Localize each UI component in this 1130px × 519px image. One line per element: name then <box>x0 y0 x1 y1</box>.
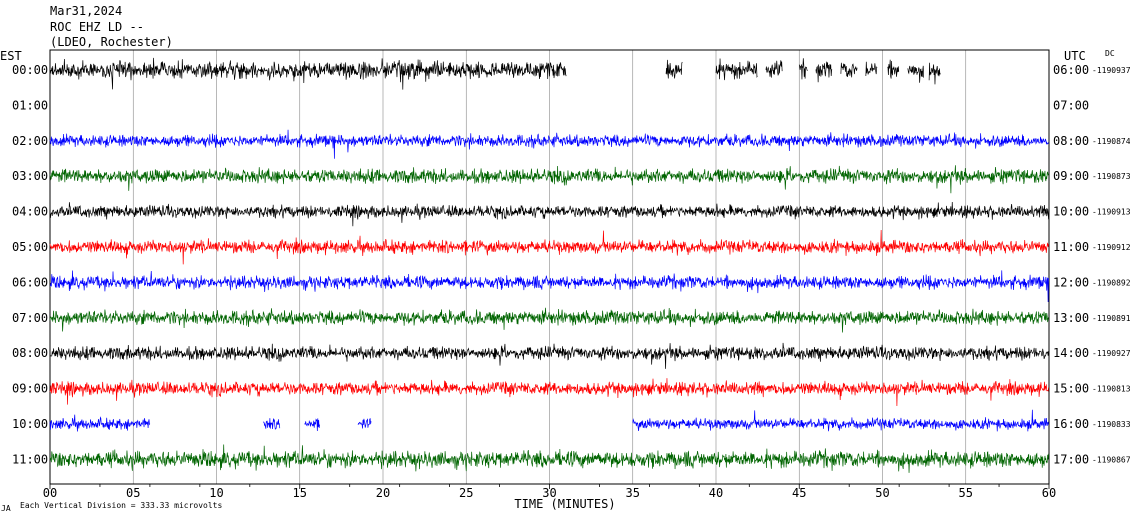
est-label: 10:00 <box>12 417 48 431</box>
utc-label: 10:00 <box>1053 205 1089 219</box>
x-tick-label: 15 <box>293 486 307 500</box>
trace-1000 <box>357 418 372 429</box>
dc-label: -1190913 <box>1092 208 1130 217</box>
chart-grid <box>49 50 1050 489</box>
utc-labels: 06:00 07:00 08:00 09:00 10:00 11:00 12:00 13:00… <box>1053 63 1089 466</box>
trace-0000 <box>907 65 925 83</box>
header-date: Mar31,2024 <box>50 4 122 18</box>
trace-0600 <box>49 270 1049 302</box>
trace-0300 <box>49 165 1049 194</box>
trace-0000 <box>765 60 783 78</box>
x-tick-label: 10 <box>209 486 223 500</box>
est-label: 08:00 <box>12 346 48 360</box>
trace-0400 <box>49 201 1049 227</box>
trace-0000 <box>928 62 941 85</box>
x-tick-label: 00 <box>43 486 57 500</box>
trace-0000 <box>798 58 808 80</box>
dc-offset-labels: -1190937 -1190874 -1190873 -1190913 -1190912… <box>1092 66 1130 464</box>
x-tick-label: 45 <box>792 486 806 500</box>
plot-frame <box>49 49 1050 485</box>
utc-label: 07:00 <box>1053 98 1089 112</box>
trace-0900 <box>49 378 1049 406</box>
dc-label: -1190892 <box>1092 278 1130 287</box>
utc-label: 08:00 <box>1053 134 1089 148</box>
x-axis-label: TIME (MINUTES) <box>514 497 615 511</box>
trace-lines <box>49 57 1049 473</box>
utc-label: 13:00 <box>1053 311 1089 325</box>
trace-1000 <box>262 418 281 430</box>
trace-0500 <box>49 229 1049 265</box>
dc-label: -1190891 <box>1092 314 1130 323</box>
x-tick-label: 05 <box>126 486 140 500</box>
est-label: 04:00 <box>12 205 48 219</box>
right-axis-corner: DC <box>1105 49 1115 58</box>
utc-label: 11:00 <box>1053 240 1089 254</box>
est-label: 09:00 <box>12 382 48 396</box>
trace-0000 <box>715 58 758 81</box>
trace-0000 <box>665 59 683 79</box>
x-tick-label: 55 <box>959 486 973 500</box>
utc-label: 16:00 <box>1053 417 1089 431</box>
utc-label: 12:00 <box>1053 275 1089 289</box>
trace-0200 <box>49 129 1049 159</box>
utc-label: 14:00 <box>1053 346 1089 360</box>
utc-label: 17:00 <box>1053 452 1089 466</box>
est-label: 02:00 <box>12 134 48 148</box>
dc-label: -1190813 <box>1092 385 1130 394</box>
trace-0000 <box>815 61 833 83</box>
utc-label: 06:00 <box>1053 63 1089 77</box>
trace-0000 <box>49 57 567 90</box>
x-tick-label: 50 <box>875 486 889 500</box>
est-label: 11:00 <box>12 452 48 466</box>
trace-0700 <box>49 307 1049 333</box>
est-label: 00:00 <box>12 63 48 77</box>
est-label: 03:00 <box>12 169 48 183</box>
header-station: ROC EHZ LD -- <box>50 20 144 34</box>
x-tick-label: 20 <box>376 486 390 500</box>
corner-mark: JA <box>1 504 11 513</box>
trace-1000 <box>49 414 151 432</box>
trace-0000 <box>840 62 858 78</box>
est-label: 06:00 <box>12 275 48 289</box>
trace-0000 <box>887 59 900 79</box>
trace-0800 <box>49 342 1049 369</box>
dc-label: -1190874 <box>1092 137 1130 146</box>
est-label: 05:00 <box>12 240 48 254</box>
est-labels: 00:00 01:00 02:00 03:00 04:00 05:00 06:00 07:00… <box>12 63 48 466</box>
dc-label: -1190873 <box>1092 172 1130 181</box>
dc-label: -1190833 <box>1092 420 1130 429</box>
right-axis-title: UTC <box>1064 49 1086 63</box>
dc-label: -1190937 <box>1092 66 1130 75</box>
dc-label: -1190867 <box>1092 455 1130 464</box>
header-network: (LDEO, Rochester) <box>50 35 173 49</box>
trace-1000 <box>632 409 1049 432</box>
utc-label: 15:00 <box>1053 382 1089 396</box>
dc-label: -1190912 <box>1092 243 1130 252</box>
x-tick-label: 30 <box>542 486 556 500</box>
x-tick-label: 60 <box>1042 486 1056 500</box>
scale-text: Each Vertical Division = 333.33 microvol… <box>20 501 222 510</box>
utc-label: 09:00 <box>1053 169 1089 183</box>
trace-0000 <box>865 61 878 77</box>
left-axis-title: EST <box>0 49 22 63</box>
x-tick-label: 35 <box>626 486 640 500</box>
trace-1100 <box>49 444 1049 473</box>
x-tick-label: 25 <box>459 486 473 500</box>
trace-1000 <box>304 418 320 431</box>
est-label: 01:00 <box>12 98 48 112</box>
est-label: 07:00 <box>12 311 48 325</box>
x-tick-label: 40 <box>709 486 723 500</box>
dc-label: -1190927 <box>1092 349 1130 358</box>
x-tick-labels: 00 05 10 15 20 25 30 35 40 45 50 55 60 <box>43 486 1056 500</box>
